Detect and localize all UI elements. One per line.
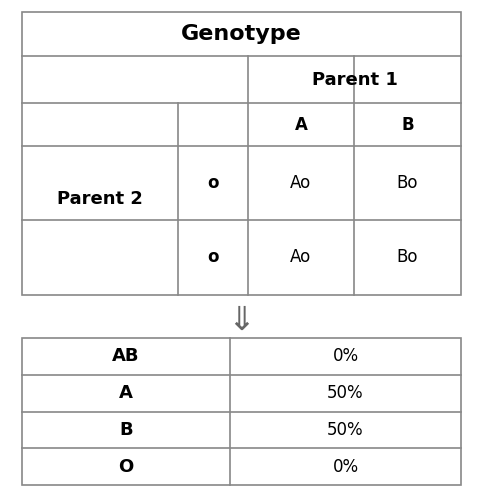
Text: Ao: Ao <box>290 174 312 192</box>
Text: 50%: 50% <box>327 384 364 402</box>
Text: AB: AB <box>112 347 140 365</box>
Text: B: B <box>401 115 414 134</box>
Text: 50%: 50% <box>327 421 364 439</box>
Text: Bo: Bo <box>397 174 418 192</box>
Text: o: o <box>207 174 219 192</box>
Text: Parent 1: Parent 1 <box>312 71 398 88</box>
Text: 0%: 0% <box>332 458 358 476</box>
Text: Ao: Ao <box>290 248 312 267</box>
Text: Bo: Bo <box>397 248 418 267</box>
Text: 0%: 0% <box>332 347 358 365</box>
Text: ⇓: ⇓ <box>227 303 256 336</box>
Text: A: A <box>119 384 133 402</box>
Text: o: o <box>207 248 219 267</box>
Text: B: B <box>119 421 133 439</box>
Text: O: O <box>118 458 134 476</box>
Text: Parent 2: Parent 2 <box>57 190 143 208</box>
Bar <box>22 12 461 295</box>
Bar <box>22 338 461 485</box>
Text: Genotype: Genotype <box>181 24 302 44</box>
Text: A: A <box>295 115 308 134</box>
